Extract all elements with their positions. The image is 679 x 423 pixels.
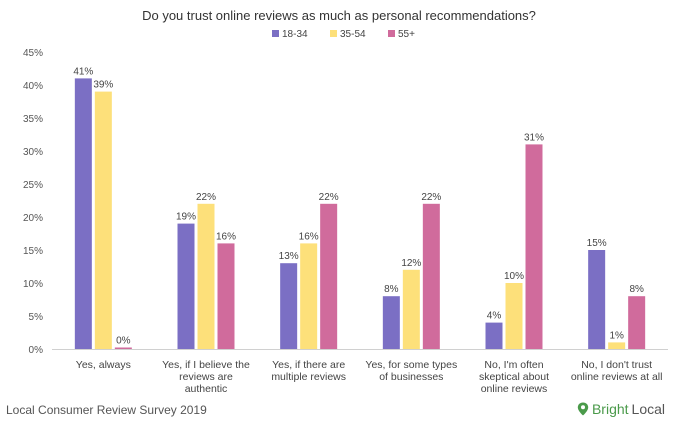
data-label: 4% xyxy=(487,311,502,322)
data-label: 16% xyxy=(299,231,319,242)
source-footnote: Local Consumer Review Survey 2019 xyxy=(6,403,207,417)
data-label: 19% xyxy=(176,212,196,223)
y-tick-label: 20% xyxy=(23,213,43,224)
x-category-label: online reviews at all xyxy=(571,371,663,383)
bar-18-34 xyxy=(74,78,92,350)
x-category-label: online reviews xyxy=(481,383,548,395)
bar-18-34 xyxy=(382,296,400,349)
data-label: 31% xyxy=(524,132,544,143)
y-tick-label: 35% xyxy=(23,114,43,125)
bar-55+ xyxy=(114,347,132,349)
data-label: 13% xyxy=(279,251,299,262)
bar-55+ xyxy=(525,144,543,349)
bar-35-54 xyxy=(402,269,420,349)
data-label: 22% xyxy=(421,192,441,203)
data-label: 8% xyxy=(384,284,399,295)
x-category-label: skeptical about xyxy=(479,371,549,383)
legend-label-35-54: 35-54 xyxy=(340,29,366,40)
bar-35-54 xyxy=(94,91,112,349)
legend-label-55+: 55+ xyxy=(398,29,415,40)
y-tick-label: 0% xyxy=(29,345,44,356)
legend-label-18-34: 18-34 xyxy=(282,29,308,40)
x-category-label: of businesses xyxy=(379,371,443,383)
data-label: 41% xyxy=(73,66,93,77)
legend-swatch-35-54 xyxy=(330,30,337,37)
bar-35-54 xyxy=(608,342,626,349)
brand-name-bright: Bright xyxy=(591,401,629,417)
data-label: 16% xyxy=(216,231,236,242)
legend-swatch-18-34 xyxy=(272,30,279,37)
data-label: 0% xyxy=(116,336,131,347)
y-tick-label: 15% xyxy=(23,246,43,257)
bar-35-54 xyxy=(197,203,215,349)
bar-18-34 xyxy=(177,223,195,349)
data-label: 39% xyxy=(93,80,113,91)
data-label: 15% xyxy=(587,238,607,249)
y-tick-label: 10% xyxy=(23,279,43,290)
bar-35-54 xyxy=(300,243,318,349)
bar-55+ xyxy=(628,296,646,349)
y-tick-label: 5% xyxy=(29,312,44,323)
x-category-label: Yes, if there are xyxy=(272,359,345,371)
location-pin-icon xyxy=(577,402,589,416)
y-tick-label: 30% xyxy=(23,147,43,158)
x-category-label: Yes, if I believe the xyxy=(162,359,250,371)
y-tick-label: 45% xyxy=(23,48,43,59)
bar-18-34 xyxy=(485,322,503,349)
data-label: 22% xyxy=(196,192,216,203)
chart-title: Do you trust online reviews as much as p… xyxy=(142,8,536,23)
data-label: 12% xyxy=(401,258,421,269)
bar-55+ xyxy=(422,203,440,349)
bar-18-34 xyxy=(588,250,606,349)
data-label: 22% xyxy=(319,192,339,203)
x-category-label: No, I'm often xyxy=(484,359,543,371)
y-tick-label: 40% xyxy=(23,81,43,92)
brand-name-local: Local xyxy=(631,401,665,417)
x-category-label: No, I don't trust xyxy=(581,359,652,371)
bar-18-34 xyxy=(280,263,298,349)
x-category-label: reviews are xyxy=(179,371,233,383)
bar-55+ xyxy=(217,243,235,349)
x-category-label: Yes, always xyxy=(76,359,131,371)
y-tick-label: 25% xyxy=(23,180,43,191)
x-category-label: multiple reviews xyxy=(271,371,346,383)
legend-swatch-55+ xyxy=(388,30,395,37)
data-label: 1% xyxy=(609,330,624,341)
bar-35-54 xyxy=(505,283,523,349)
x-category-label: authentic xyxy=(185,383,228,395)
brand-logo: Bright Local xyxy=(577,401,665,417)
data-label: 10% xyxy=(504,271,524,282)
x-category-label: Yes, for some types xyxy=(365,359,457,371)
bar-55+ xyxy=(320,203,338,349)
data-label: 8% xyxy=(629,284,644,295)
